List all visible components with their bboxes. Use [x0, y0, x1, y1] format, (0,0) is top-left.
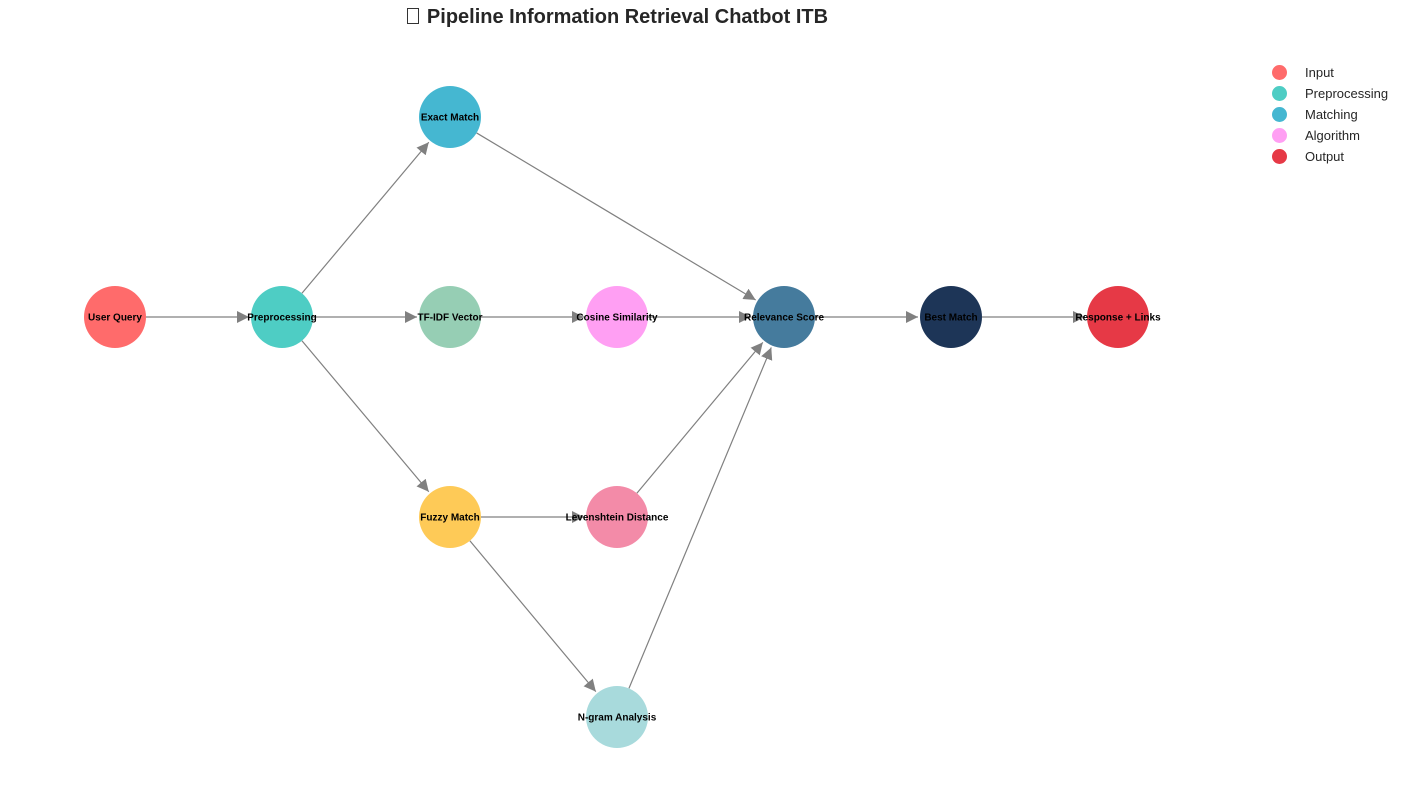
node-circle-cosine_similarity: [586, 286, 648, 348]
node-label-user_query: User Query: [88, 313, 142, 324]
edge-preprocessing-to-exact_match: [301, 141, 430, 294]
node-circle-response_links: [1087, 286, 1149, 348]
node-exact_match: Exact Match: [419, 86, 481, 148]
node-label-levenshtein_distance: Levenshtein Distance: [566, 513, 669, 524]
node-circle-levenshtein_distance: [586, 486, 648, 548]
diagram-title: Pipeline Information Retrieval Chatbot I…: [0, 6, 1235, 29]
legend-marker: [1272, 128, 1287, 143]
node-cosine_similarity: Cosine Similarity: [576, 286, 658, 348]
node-tfidf_vector: TF-IDF Vector: [417, 286, 483, 348]
legend-marker: [1272, 86, 1287, 101]
legend-item-output: Output: [1272, 146, 1388, 167]
edge-levenshtein_distance-to-relevance_score: [636, 341, 764, 494]
node-circle-exact_match: [419, 86, 481, 148]
edge-fuzzy_match-to-ngram_analysis: [469, 540, 597, 693]
nodes-layer: User Query Preprocessing Exact Match TF-IDF…: [84, 86, 1161, 748]
legend-item-preprocessing: Preprocessing: [1272, 83, 1388, 104]
edge-preprocessing-to-fuzzy_match: [301, 340, 430, 493]
legend-item-matching: Matching: [1272, 104, 1388, 125]
legend-label: Preprocessing: [1305, 86, 1389, 101]
node-circle-preprocessing: [251, 286, 313, 348]
node-label-relevance_score: Relevance Score: [744, 313, 824, 324]
node-label-preprocessing: Preprocessing: [247, 313, 316, 324]
node-best_match: Best Match: [920, 286, 982, 348]
node-label-fuzzy_match: Fuzzy Match: [420, 513, 479, 524]
legend-marker: [1272, 65, 1287, 80]
legend-item-algorithm: Algorithm: [1272, 125, 1388, 146]
edges-layer: [146, 132, 1085, 693]
legend-item-input: Input: [1272, 62, 1388, 83]
node-circle-user_query: [84, 286, 146, 348]
node-circle-relevance_score: [753, 286, 815, 348]
node-label-best_match: Best Match: [924, 313, 977, 324]
node-circle-fuzzy_match: [419, 486, 481, 548]
node-label-response_links: Response + Links: [1075, 313, 1161, 324]
node-circle-tfidf_vector: [419, 286, 481, 348]
node-preprocessing: Preprocessing: [247, 286, 317, 348]
legend-label: Algorithm: [1305, 128, 1360, 143]
missing-glyph-icon: [406, 8, 419, 24]
edge-ngram_analysis-to-relevance_score: [628, 347, 773, 689]
node-circle-best_match: [920, 286, 982, 348]
node-label-exact_match: Exact Match: [421, 113, 479, 124]
node-fuzzy_match: Fuzzy Match: [419, 486, 481, 548]
legend-label: Input: [1305, 65, 1334, 80]
node-label-ngram_analysis: N-gram Analysis: [578, 713, 657, 724]
node-relevance_score: Relevance Score: [744, 286, 824, 348]
legend-label: Matching: [1305, 107, 1358, 122]
node-label-cosine_similarity: Cosine Similarity: [576, 313, 658, 324]
legend-marker: [1272, 107, 1287, 122]
legend: Input Preprocessing Matching Algorithm Outpu…: [1272, 62, 1388, 167]
legend-marker: [1272, 149, 1287, 164]
legend-label: Output: [1305, 149, 1345, 164]
node-user_query: User Query: [84, 286, 146, 348]
node-response_links: Response + Links: [1075, 286, 1161, 348]
edge-exact_match-to-relevance_score: [476, 132, 756, 301]
node-ngram_analysis: N-gram Analysis: [578, 686, 657, 748]
node-circle-ngram_analysis: [586, 686, 648, 748]
diagram-title-text: Pipeline Information Retrieval Chatbot I…: [426, 6, 829, 28]
node-label-tfidf_vector: TF-IDF Vector: [417, 313, 482, 324]
node-levenshtein_distance: Levenshtein Distance: [566, 486, 669, 548]
